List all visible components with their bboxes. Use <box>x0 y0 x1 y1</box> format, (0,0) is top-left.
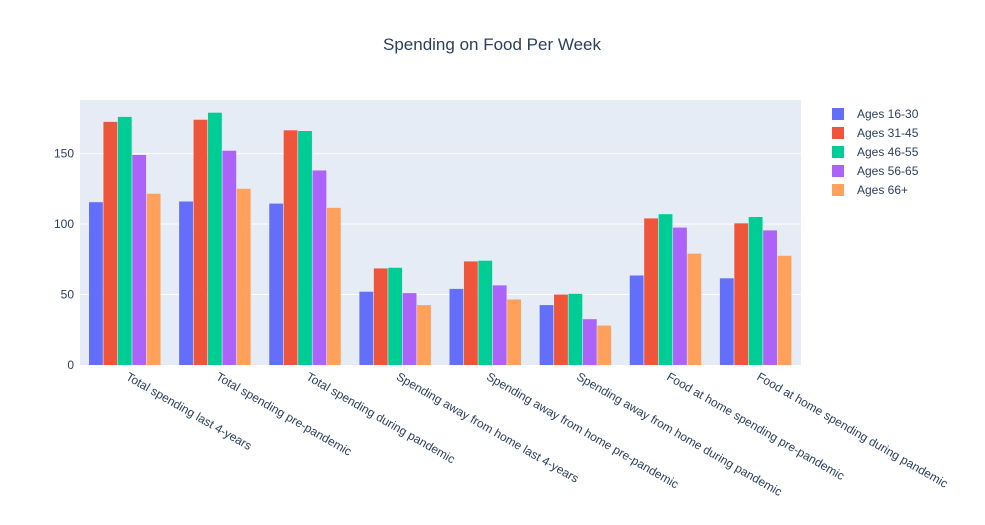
bar[interactable] <box>777 255 792 365</box>
bar[interactable] <box>402 293 417 365</box>
bar[interactable] <box>568 293 583 365</box>
y-tick-label: 0 <box>67 358 74 372</box>
legend-item[interactable]: Ages 16-30 <box>832 107 919 121</box>
legend-item[interactable]: Ages 31-45 <box>832 126 919 140</box>
bar[interactable] <box>658 214 673 365</box>
bar[interactable] <box>539 305 554 365</box>
bar[interactable] <box>417 305 431 365</box>
bar[interactable] <box>449 288 464 365</box>
bar[interactable] <box>236 188 251 365</box>
bar[interactable] <box>463 261 478 365</box>
legend-swatch <box>832 146 844 158</box>
bar[interactable] <box>734 223 749 365</box>
bar[interactable] <box>388 267 403 365</box>
bar[interactable] <box>283 130 298 365</box>
chart-title: Spending on Food Per Week <box>383 35 601 54</box>
bar[interactable] <box>132 154 147 365</box>
legend-item[interactable]: Ages 46-55 <box>832 145 919 159</box>
legend-item[interactable]: Ages 66+ <box>832 183 908 197</box>
bar[interactable] <box>326 207 341 365</box>
bar[interactable] <box>179 201 193 365</box>
bar[interactable] <box>207 112 222 365</box>
bar[interactable] <box>89 202 103 365</box>
y-tick-label: 100 <box>54 217 74 231</box>
legend-swatch <box>832 165 844 177</box>
bar[interactable] <box>673 227 687 365</box>
bar[interactable] <box>644 218 658 365</box>
bar[interactable] <box>554 294 568 365</box>
bar[interactable] <box>222 150 237 365</box>
bar[interactable] <box>478 260 493 365</box>
legend[interactable]: Ages 16-30 Ages 31-45 Ages 46-55 Ages 56-65… <box>832 107 919 197</box>
bar[interactable] <box>582 319 597 365</box>
legend-item[interactable]: Ages 56-65 <box>832 164 919 178</box>
bar[interactable] <box>103 121 118 365</box>
bar[interactable] <box>359 291 374 365</box>
bar[interactable] <box>748 216 763 365</box>
legend-label: Ages 66+ <box>857 183 908 197</box>
bar[interactable] <box>146 193 161 365</box>
bar[interactable] <box>373 268 388 365</box>
bar[interactable] <box>763 230 777 365</box>
y-tick-label: 150 <box>54 147 74 161</box>
legend-swatch <box>832 127 844 139</box>
legend-label: Ages 56-65 <box>857 164 919 178</box>
bar[interactable] <box>312 170 327 365</box>
legend-swatch <box>832 108 844 120</box>
y-tick-label: 50 <box>61 288 75 302</box>
bar[interactable] <box>719 278 734 365</box>
bar[interactable] <box>269 203 284 365</box>
bar[interactable] <box>629 275 644 365</box>
bar[interactable] <box>687 253 702 365</box>
legend-swatch <box>832 184 844 196</box>
bar[interactable] <box>193 119 208 365</box>
bar[interactable] <box>298 131 312 365</box>
bars <box>89 112 792 365</box>
bar[interactable] <box>117 116 132 365</box>
bar[interactable] <box>507 299 522 365</box>
legend-label: Ages 16-30 <box>857 107 919 121</box>
bar[interactable] <box>597 325 612 365</box>
y-axis-ticks: 0 50 100 150 <box>54 147 74 372</box>
legend-label: Ages 31-45 <box>857 126 919 140</box>
legend-label: Ages 46-55 <box>857 145 919 159</box>
bar[interactable] <box>492 285 507 365</box>
